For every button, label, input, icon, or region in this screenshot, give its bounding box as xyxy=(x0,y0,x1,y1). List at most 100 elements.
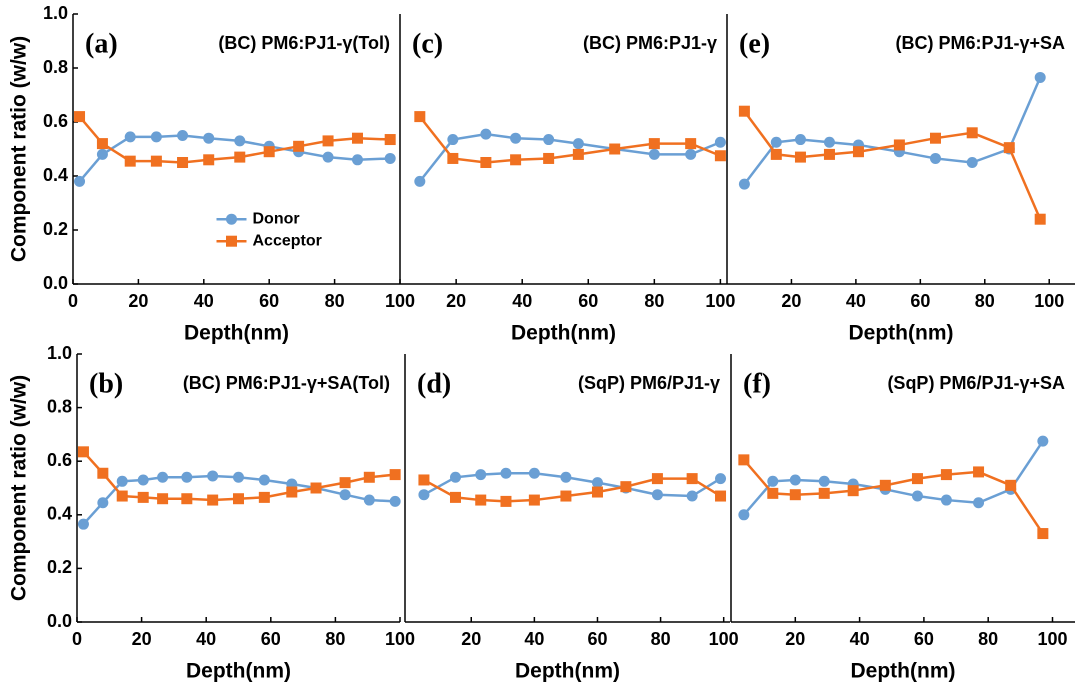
marker xyxy=(609,143,621,155)
marker xyxy=(177,157,189,168)
marker xyxy=(767,487,779,499)
x-tick-label: 0 xyxy=(68,291,78,311)
marker xyxy=(480,157,492,168)
x-axis-label: Depth(nm) xyxy=(515,660,620,683)
x-tick-label: 100 xyxy=(709,629,739,649)
marker xyxy=(116,490,128,502)
x-tick-label: 80 xyxy=(651,629,671,649)
x-tick-label: 60 xyxy=(261,629,281,649)
x-tick-label: 80 xyxy=(644,291,664,311)
x-axis-label: Depth(nm) xyxy=(511,322,616,345)
series-line xyxy=(743,110,1042,220)
marker xyxy=(591,477,603,489)
marker xyxy=(1034,71,1046,83)
marker xyxy=(181,471,193,483)
marker xyxy=(789,489,801,501)
x-tick-label: 20 xyxy=(461,629,481,649)
x-axis-label: Depth(nm) xyxy=(186,660,291,683)
series-line xyxy=(423,477,722,503)
marker xyxy=(475,494,487,506)
marker xyxy=(157,471,169,483)
marker xyxy=(500,495,512,507)
x-tick-label: 80 xyxy=(325,291,345,311)
marker xyxy=(389,469,401,481)
x-tick-label: 0 xyxy=(72,629,82,649)
marker xyxy=(966,157,978,168)
series-line xyxy=(418,115,721,164)
marker xyxy=(203,154,215,166)
x-axis-label: Depth(nm) xyxy=(849,322,954,345)
y-tick-label: 1.0 xyxy=(43,3,68,23)
marker xyxy=(124,155,136,167)
marker xyxy=(414,175,426,187)
marker xyxy=(96,138,108,150)
x-tick-label: 80 xyxy=(975,291,995,311)
marker xyxy=(77,518,89,530)
y-tick-label: 0.8 xyxy=(47,396,72,416)
marker xyxy=(137,491,149,503)
marker xyxy=(447,134,459,146)
y-tick-label: 0.6 xyxy=(43,111,68,131)
marker xyxy=(1034,213,1046,225)
panel-title: (SqP) PM6/PJ1-γ+SA xyxy=(887,373,1065,393)
marker xyxy=(510,154,522,166)
marker xyxy=(181,493,193,505)
marker xyxy=(150,155,162,167)
marker xyxy=(543,134,555,146)
marker xyxy=(738,105,750,117)
marker xyxy=(940,469,952,481)
marker xyxy=(770,148,782,160)
x-tick-label: 40 xyxy=(194,291,214,311)
series-line xyxy=(743,76,1042,185)
marker xyxy=(818,487,830,499)
x-tick-label: 100 xyxy=(385,629,415,649)
marker xyxy=(528,467,540,479)
marker xyxy=(560,471,572,483)
x-tick-label: 80 xyxy=(325,629,345,649)
marker xyxy=(157,493,169,505)
marker xyxy=(449,491,461,503)
marker xyxy=(879,479,891,491)
marker xyxy=(1037,528,1049,540)
y-axis-label: Component ratio (w/w) xyxy=(8,375,31,601)
x-tick-label: 100 xyxy=(385,291,415,311)
x-tick-label: 40 xyxy=(512,291,532,311)
marker xyxy=(351,132,363,144)
marker xyxy=(767,475,779,487)
panel-label: (c) xyxy=(412,28,443,59)
marker xyxy=(124,131,136,143)
marker xyxy=(685,148,697,160)
marker xyxy=(96,148,108,160)
marker xyxy=(929,152,941,164)
x-tick-label: 40 xyxy=(850,629,870,649)
x-tick-label: 80 xyxy=(978,629,998,649)
marker xyxy=(116,475,128,487)
marker xyxy=(389,495,401,507)
x-tick-label: 20 xyxy=(785,629,805,649)
x-tick-label: 100 xyxy=(1034,291,1064,311)
marker xyxy=(363,494,375,506)
y-axis-label: Component ratio (w/w) xyxy=(8,36,31,262)
marker xyxy=(686,490,698,502)
y-tick-label: 0.2 xyxy=(43,219,68,239)
marker xyxy=(74,111,86,123)
marker xyxy=(233,493,244,505)
panel-title: (BC) PM6:PJ1-γ+SA(Tol) xyxy=(183,373,390,393)
panel-label: (b) xyxy=(89,368,123,399)
marker xyxy=(384,134,396,146)
marker xyxy=(418,489,430,501)
marker xyxy=(293,140,305,152)
marker xyxy=(418,474,430,486)
marker xyxy=(648,138,660,150)
marker xyxy=(480,128,492,140)
marker xyxy=(852,146,864,158)
marker xyxy=(1005,479,1017,491)
marker xyxy=(97,467,109,479)
panel-title: (SqP) PM6/PJ1-γ xyxy=(578,373,720,393)
marker xyxy=(414,111,426,123)
marker xyxy=(794,151,806,163)
marker xyxy=(339,489,351,501)
marker xyxy=(322,135,334,147)
panel-title: (BC) PM6:PJ1-γ(Tol) xyxy=(218,33,390,53)
marker xyxy=(929,132,941,144)
